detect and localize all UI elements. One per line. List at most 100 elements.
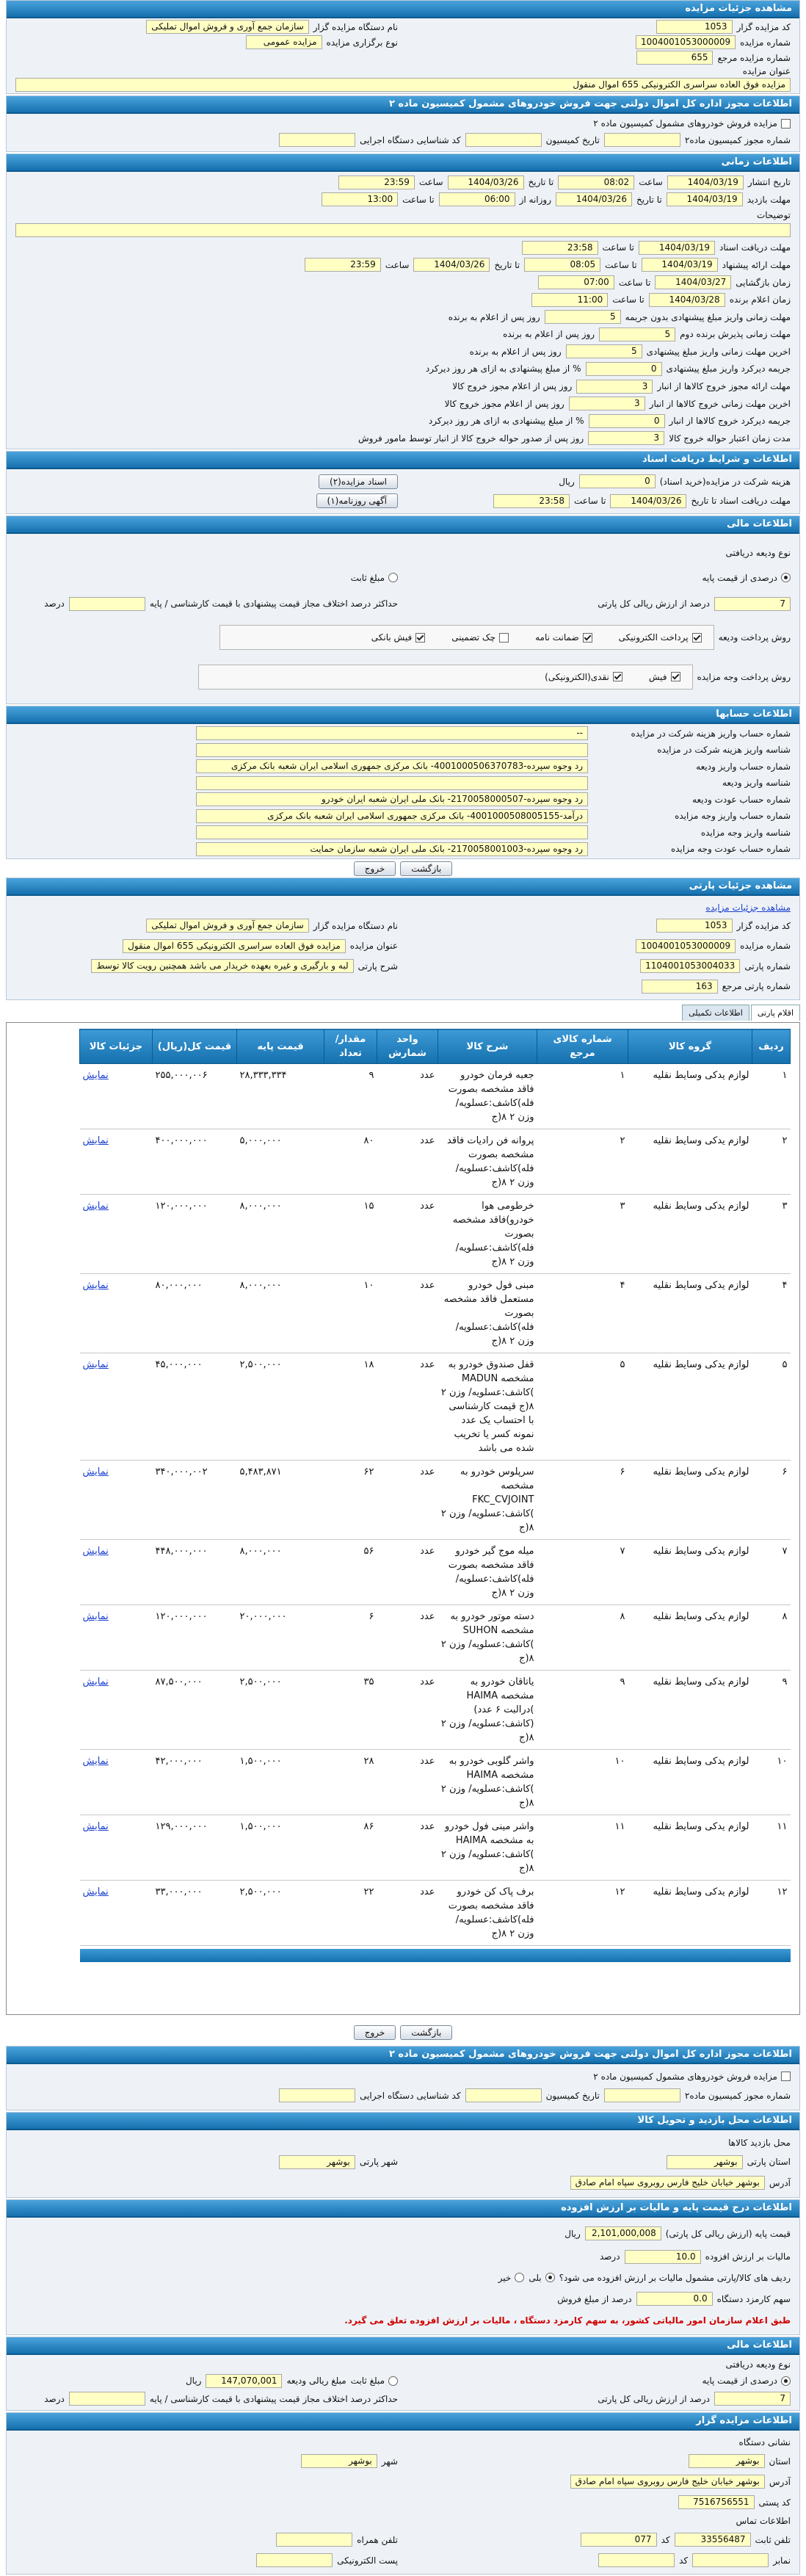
detail-link[interactable]: نمایش bbox=[82, 1070, 109, 1081]
radio-button[interactable] bbox=[781, 2376, 791, 2386]
radio-option[interactable]: بلی bbox=[529, 2273, 555, 2283]
form-row: شماره مجوز کمیسیون ماده۲ تاریخ کمیسیون کد … bbox=[15, 2088, 791, 2103]
checkbox[interactable] bbox=[612, 672, 622, 682]
form-cell: مهلت ارائه مجوز خروج کالاها از انبار 3 روز… bbox=[15, 379, 791, 394]
radio-button[interactable] bbox=[515, 2273, 525, 2283]
check-option[interactable]: ضمانت نامه bbox=[535, 632, 592, 643]
table-cell: لوازم یدکی وسایط نقلیه bbox=[628, 1194, 752, 1274]
field-label: کد پستی bbox=[758, 2497, 791, 2508]
field-value: 3 bbox=[568, 397, 645, 411]
check-option[interactable]: پرداخت الکترونیکی bbox=[619, 632, 702, 643]
check-option[interactable]: فیش بانکی bbox=[371, 632, 426, 643]
checkbox[interactable] bbox=[781, 2072, 791, 2082]
form-cell: کد پستی 7516756551 bbox=[15, 2495, 791, 2509]
button[interactable]: بازگشت bbox=[400, 861, 453, 876]
check-option[interactable]: چک تضمینی bbox=[451, 632, 509, 643]
radio-option[interactable]: مبلغ ثابت bbox=[351, 573, 398, 583]
cell-text: ۴۵,۰۰۰,۰۰۰ bbox=[155, 1359, 203, 1370]
detail-link[interactable]: نمایش bbox=[82, 1135, 109, 1146]
cell-text: ۱۲۰,۰۰۰,۰۰۰ bbox=[155, 1201, 208, 1212]
radio-button[interactable] bbox=[388, 573, 398, 583]
field-value: رد وجوه سپرده-2170058000507- بانک ملی ای… bbox=[196, 792, 588, 807]
detail-link[interactable]: نمایش bbox=[82, 1280, 109, 1291]
check-option[interactable]: نقدی(الکترونیکی) bbox=[545, 672, 622, 682]
option-label: خیر bbox=[498, 2272, 512, 2283]
checkbox[interactable] bbox=[582, 632, 592, 643]
field-value: 23:59 bbox=[304, 258, 381, 272]
detail-link[interactable]: نمایش bbox=[82, 1821, 109, 1832]
cell-text: ۸۶ bbox=[363, 1821, 374, 1832]
check-option[interactable]: مزایده فروش خودروهای مشمول کمیسیون ماده … bbox=[593, 118, 791, 129]
link[interactable]: مشاهده جزئیات مزایده bbox=[705, 902, 791, 913]
empty-field bbox=[68, 596, 145, 611]
section-header: اطلاعات زمانی bbox=[7, 154, 799, 172]
form-rows: نوع ودیعه دریافتی درصدی از قیمت پایه مبلغ … bbox=[7, 2355, 799, 2410]
checkbox[interactable] bbox=[691, 632, 702, 643]
field-label: شماره مجوز کمیسیون ماده۲ bbox=[684, 2090, 791, 2101]
table-cell: ۱۰ bbox=[537, 1749, 628, 1815]
check-option[interactable]: فیش bbox=[649, 672, 680, 682]
table-cell: لوازم یدکی وسایط نقلیه bbox=[628, 1063, 752, 1129]
detail-link[interactable]: نمایش bbox=[82, 1611, 109, 1622]
form-rows: هزینه شرکت در مزایده(خرید اسناد) 0 ریال اسن… bbox=[7, 469, 799, 513]
detail-link[interactable]: نمایش bbox=[82, 1546, 109, 1557]
option-label: فیش بانکی bbox=[371, 632, 413, 643]
button[interactable]: بازگشت bbox=[400, 2025, 453, 2040]
table-cell: ۱۸ bbox=[324, 1353, 377, 1461]
field-label: درصد bbox=[44, 2393, 65, 2404]
table-cell: ۳۴۰,۰۰۰,۰۰۲ bbox=[152, 1460, 237, 1540]
field-label: آدرس bbox=[769, 2177, 791, 2188]
form-cell: عنوان مزایده bbox=[15, 66, 791, 76]
button[interactable]: خروج bbox=[353, 861, 396, 876]
detail-link[interactable]: نمایش bbox=[82, 1676, 109, 1687]
radio-button[interactable] bbox=[388, 2376, 398, 2386]
field-label: تا ساعت bbox=[618, 277, 651, 288]
form-cell: شهر پارتی بوشهر bbox=[15, 2154, 398, 2169]
field-value: 0 bbox=[578, 474, 656, 489]
field-value: مزایده عمومی bbox=[245, 35, 322, 49]
form-row: کد پستی 7516756551 bbox=[15, 2495, 791, 2509]
field-value: 06:00 bbox=[438, 192, 515, 207]
cell-text: ۸,۰۰۰,۰۰۰ bbox=[239, 1280, 282, 1291]
detail-link[interactable]: نمایش bbox=[82, 1201, 109, 1212]
form-cell: محل بازدید کالاها bbox=[15, 2138, 791, 2148]
tab[interactable]: اطلاعات تکمیلی bbox=[682, 1005, 749, 1021]
detail-link[interactable]: نمایش bbox=[82, 1359, 109, 1370]
button[interactable]: آگهی روزنامه(۱) bbox=[316, 493, 398, 509]
table-cell: ۸,۰۰۰,۰۰۰ bbox=[236, 1273, 324, 1353]
radio-option[interactable]: درصدی از قیمت پایه bbox=[702, 573, 791, 583]
cell-text: ۲,۵۰۰,۰۰۰ bbox=[239, 1886, 282, 1897]
detail-link[interactable]: نمایش bbox=[82, 1466, 109, 1477]
check-option[interactable]: مزایده فروش خودروهای مشمول کمیسیون ماده … bbox=[593, 2072, 791, 2082]
radio-option[interactable]: مبلغ ثابت bbox=[351, 2376, 398, 2386]
detail-link[interactable]: نمایش bbox=[82, 1886, 109, 1897]
checkbox[interactable] bbox=[781, 118, 791, 129]
button[interactable]: اسناد مزایده(۲) bbox=[319, 474, 398, 489]
field-value: 5 bbox=[544, 310, 621, 325]
field-label: مهلت زمانی واریز مبلغ پیشنهادی بدون جریم… bbox=[625, 311, 791, 322]
cell-text: مبنی فول خودرو مستعمل فاقد مشخصه بصورت ف… bbox=[443, 1280, 534, 1347]
detail-link[interactable]: نمایش bbox=[82, 1756, 109, 1767]
detail-link-cell: نمایش bbox=[79, 1815, 153, 1881]
checkbox[interactable] bbox=[415, 632, 426, 643]
cell-text: ۲۰,۰۰۰,۰۰۰ bbox=[239, 1611, 287, 1622]
table-cell: عدد bbox=[377, 1194, 438, 1274]
checkbox[interactable] bbox=[670, 672, 680, 682]
field-label: زمان بازگشایی bbox=[736, 277, 791, 288]
field-label: جریمه دیرکرد خروج کالاها از انبار bbox=[669, 416, 791, 427]
cell-text: ۸۰,۰۰۰,۰۰۰ bbox=[155, 1280, 203, 1291]
cell-text: لوازم یدکی وسایط نقلیه bbox=[653, 1756, 749, 1767]
form-cell: تلفن همراه bbox=[15, 2533, 398, 2547]
radio-option[interactable]: درصدی از قیمت پایه bbox=[702, 2376, 791, 2386]
radio-button[interactable] bbox=[781, 573, 791, 583]
cell-text: عدد bbox=[420, 1821, 435, 1832]
radio-button[interactable] bbox=[545, 2273, 555, 2283]
form-cell: مزایده فروش خودروهای مشمول کمیسیون ماده … bbox=[15, 118, 791, 129]
button[interactable]: خروج bbox=[353, 2025, 396, 2040]
field-label: ساعت bbox=[385, 259, 410, 270]
checkbox[interactable] bbox=[499, 632, 509, 643]
radio-option[interactable]: خیر bbox=[498, 2273, 525, 2283]
field-label: شماره مزایده مرجع bbox=[717, 52, 791, 63]
section: اطلاعات حسابها شماره حساب واریز هزینه شرک… bbox=[6, 706, 800, 859]
tab[interactable]: اقلام پارتی bbox=[750, 1005, 800, 1021]
